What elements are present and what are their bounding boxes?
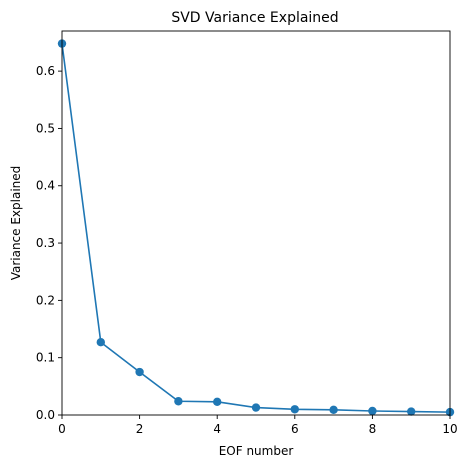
- data-point: [290, 405, 299, 414]
- x-tick-label: 6: [291, 422, 299, 436]
- x-tick-label: 10: [442, 422, 457, 436]
- x-axis-label: EOF number: [219, 444, 294, 458]
- data-point: [213, 397, 222, 407]
- data-point: [329, 405, 338, 415]
- chart-title: SVD Variance Explained: [171, 10, 338, 26]
- plot-frame: [61, 30, 451, 416]
- y-tick-label: 0.3: [36, 236, 55, 250]
- data-point: [407, 407, 416, 416]
- data-point: [135, 367, 144, 377]
- y-axis-label: Variance Explained: [9, 166, 23, 281]
- data-point: [174, 397, 183, 406]
- x-tick-label: 8: [369, 422, 377, 436]
- y-tick-label: 0.4: [36, 179, 55, 193]
- x-tick-label: 2: [136, 422, 144, 436]
- plot-area: [57, 39, 455, 417]
- series-line: [61, 43, 451, 413]
- y-tick-label: 0.0: [36, 408, 55, 422]
- data-point: [96, 338, 106, 347]
- x-tick-label: 4: [213, 422, 221, 436]
- y-tick-label: 0.5: [36, 121, 55, 135]
- y-tick-label: 0.6: [36, 64, 55, 78]
- axes: 0 2 4 6 8 10 0.0 0.1 0.2 0.3 0.4 0.5 0.6: [36, 64, 458, 436]
- data-point: [251, 403, 261, 412]
- y-tick-label: 0.1: [36, 351, 55, 365]
- data-point: [368, 406, 377, 416]
- y-tick-label: 0.2: [36, 293, 55, 307]
- x-tick-label: 0: [58, 422, 66, 436]
